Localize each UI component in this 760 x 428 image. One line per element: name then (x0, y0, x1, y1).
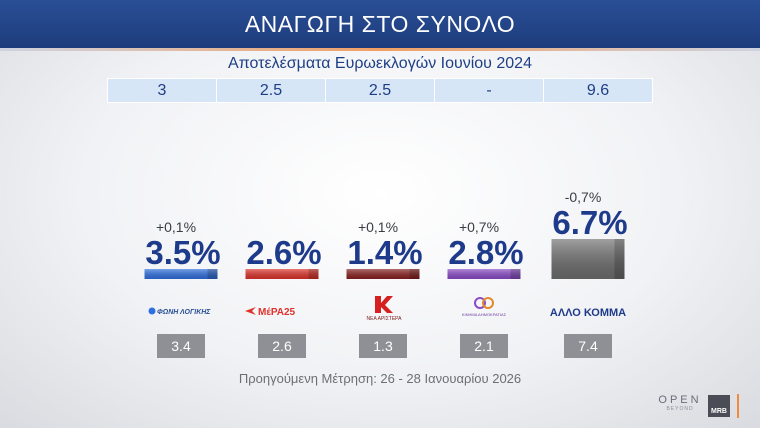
bar-shade (551, 239, 625, 279)
bar-side (308, 269, 319, 279)
party-logo-icon (375, 296, 393, 313)
party-logo-icon (148, 307, 156, 315)
bar-shade (447, 269, 521, 279)
party-logo-icon (482, 297, 494, 309)
party-logo-text: ΚΙΝΗΜΑ ΔΗΜΟΚΡΑΤΙΑΣ (462, 312, 507, 317)
euro-result-cell: 9.6 (586, 82, 610, 99)
bar-shade (346, 269, 420, 279)
change-label: +0,1% (156, 219, 196, 235)
page-title: ΑΝΑΓΩΓΗ ΣΤΟ ΣΥΝΟΛΟ (244, 10, 516, 37)
value-label: 6.7% (552, 204, 627, 241)
previous-value: 2.1 (474, 338, 494, 354)
mrb-logo: MRB (708, 395, 730, 417)
previous-box (258, 334, 306, 358)
change-label: +0,1% (358, 219, 398, 235)
party-logo-icon (474, 297, 486, 309)
open-logo-sub: BEYOND (666, 406, 694, 412)
header-divider (0, 48, 760, 51)
party-logo-text: ΝΕΑ ΑΡΙΣΤΕΡΑ (367, 316, 403, 322)
previous-measurement-note: Προηγούμενη Μέτρηση: 26 - 28 Ιανουαρίου … (238, 371, 522, 386)
logo-divider (737, 394, 739, 418)
party-logo-text: ΦΩΝΗ ΛΟΓΙΚΗΣ (157, 309, 211, 316)
euro-results-row: 3 2.5 2.5 - 9.6 (107, 78, 653, 103)
party-logo-icon (245, 307, 256, 315)
change-label: -0,7% (565, 189, 602, 205)
euro-result-cell: 2.5 (217, 79, 326, 102)
bar-side (614, 239, 625, 279)
previous-value: 1.3 (373, 338, 393, 354)
bar-side (510, 269, 521, 279)
euro-result-cell: 3 (108, 79, 217, 102)
bar-shade (245, 269, 319, 279)
previous-value: 3.4 (171, 338, 191, 354)
euro-result-cell: 2.5 (326, 79, 435, 102)
bar-shade (144, 269, 218, 279)
euro-result-cell: - (435, 79, 544, 102)
value-label: 2.8% (448, 234, 523, 271)
previous-value: 7.4 (578, 338, 598, 354)
value-label: 1.4% (347, 234, 422, 271)
value-label: 2.6% (246, 234, 321, 271)
party-logo-text: ΜέΡΑ25 (258, 307, 296, 318)
header-bar: ΑΝΑΓΩΓΗ ΣΤΟ ΣΥΝΟΛΟ (0, 0, 760, 48)
value-label: 3.5% (145, 234, 220, 271)
party-logo-text: ΑΛΛΟ ΚΟΜΜΑ (550, 307, 626, 319)
euro-results-title: Αποτελέσματα Ευρωεκλογών Ιουνίου 2024 (228, 55, 532, 72)
change-label: +0,7% (459, 219, 499, 235)
previous-box (460, 334, 508, 358)
open-logo: OPEN (658, 394, 702, 406)
mrb-logo-text: MRB (711, 408, 727, 415)
previous-box (564, 334, 612, 358)
bar-side (207, 269, 218, 279)
bar-side (409, 269, 420, 279)
previous-value: 2.6 (272, 338, 292, 354)
previous-box (359, 334, 407, 358)
previous-box (157, 334, 205, 358)
